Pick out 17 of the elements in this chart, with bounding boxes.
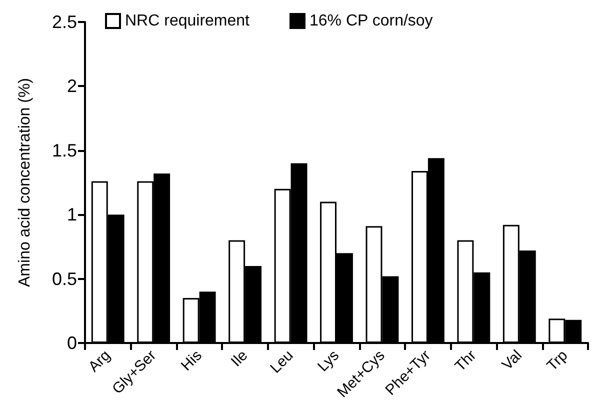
y-tick-label: 0: [66, 333, 77, 353]
y-tick-label: 1: [66, 204, 77, 225]
y-tick-label: 2.5: [52, 12, 77, 32]
y-tick-label: 1.5: [52, 140, 77, 160]
x-tick-label: Leu: [267, 346, 297, 377]
y-tick-label: 0.5: [52, 268, 77, 289]
x-tick-label: Val: [498, 346, 526, 374]
y-tick-label: 2: [66, 76, 77, 96]
legend-label: NRC requirement: [125, 12, 250, 30]
y-axis-title: Amino acid concentration (%): [16, 78, 34, 287]
x-tick-label: Thr: [452, 346, 480, 375]
x-tick-label: Ile: [228, 346, 252, 370]
x-tick-label: Lys: [314, 346, 343, 376]
legend-label: 16% CP corn/soy: [309, 12, 433, 30]
x-tick-label: Arg: [85, 346, 114, 376]
x-tick-label: Trp: [544, 346, 572, 375]
x-tick-label: His: [178, 346, 206, 374]
